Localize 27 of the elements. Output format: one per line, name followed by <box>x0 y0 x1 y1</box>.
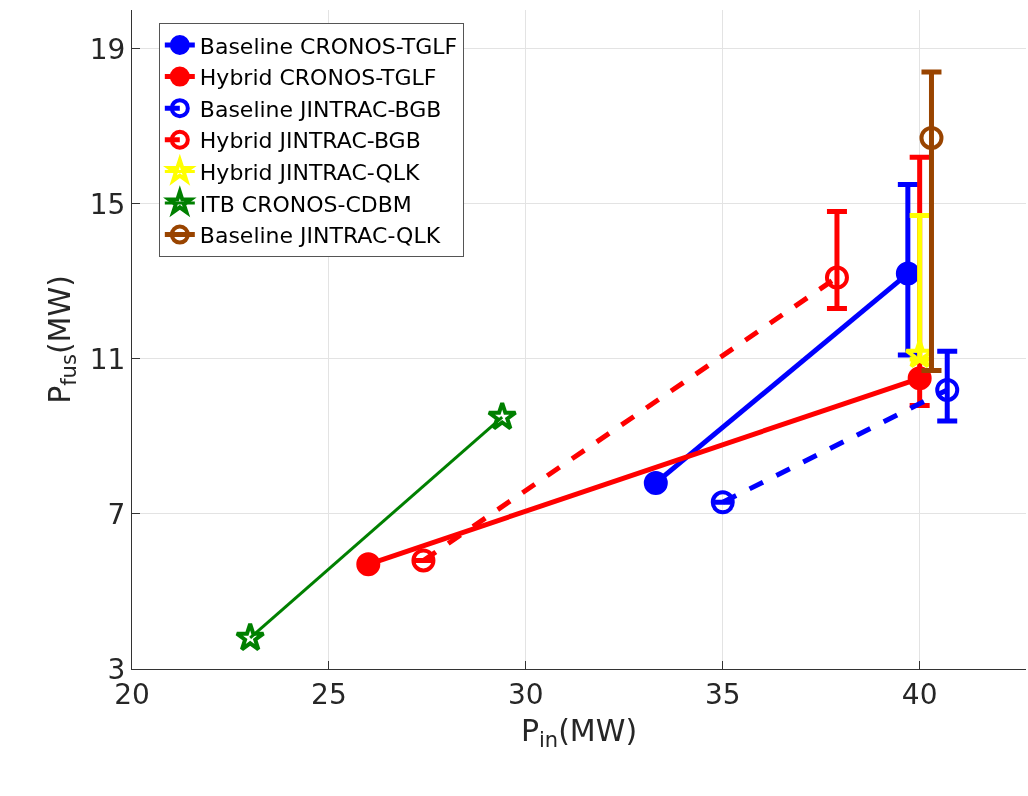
point <box>919 125 944 150</box>
y-tick-label: 19 <box>89 32 126 66</box>
point <box>824 265 849 290</box>
point <box>486 401 518 431</box>
x-tick-label: 25 <box>311 677 347 711</box>
point <box>935 377 960 402</box>
point <box>643 470 668 495</box>
x-tick-label: 30 <box>508 677 544 711</box>
legend-label: Hybrid JINTRAC-QLK <box>199 159 421 185</box>
y-tick-label: 11 <box>89 342 126 376</box>
point <box>895 261 920 286</box>
y-tick-label: 15 <box>89 187 126 221</box>
x-tick-label: 40 <box>901 677 938 711</box>
point <box>411 548 436 573</box>
legend-label: Hybrid JINTRAC-BGB <box>199 128 421 154</box>
point <box>907 366 932 391</box>
y-tick-label: 7 <box>107 497 126 531</box>
point <box>710 490 735 515</box>
x-axis-title: P$_{in}$(MW) <box>520 713 638 753</box>
legend-label: Baseline JINTRAC-QLK <box>199 223 441 249</box>
legend-label: ITB CRONOS-CDBM <box>199 191 412 217</box>
point <box>356 552 381 577</box>
legend-label: Hybrid CRONOS-TGLF <box>199 65 437 91</box>
x-tick-label: 35 <box>704 677 741 711</box>
point <box>234 621 266 652</box>
legend-label: Baseline JINTRAC-BGB <box>199 96 442 122</box>
legend-label: Baseline CRONOS-TGLF <box>199 33 458 59</box>
